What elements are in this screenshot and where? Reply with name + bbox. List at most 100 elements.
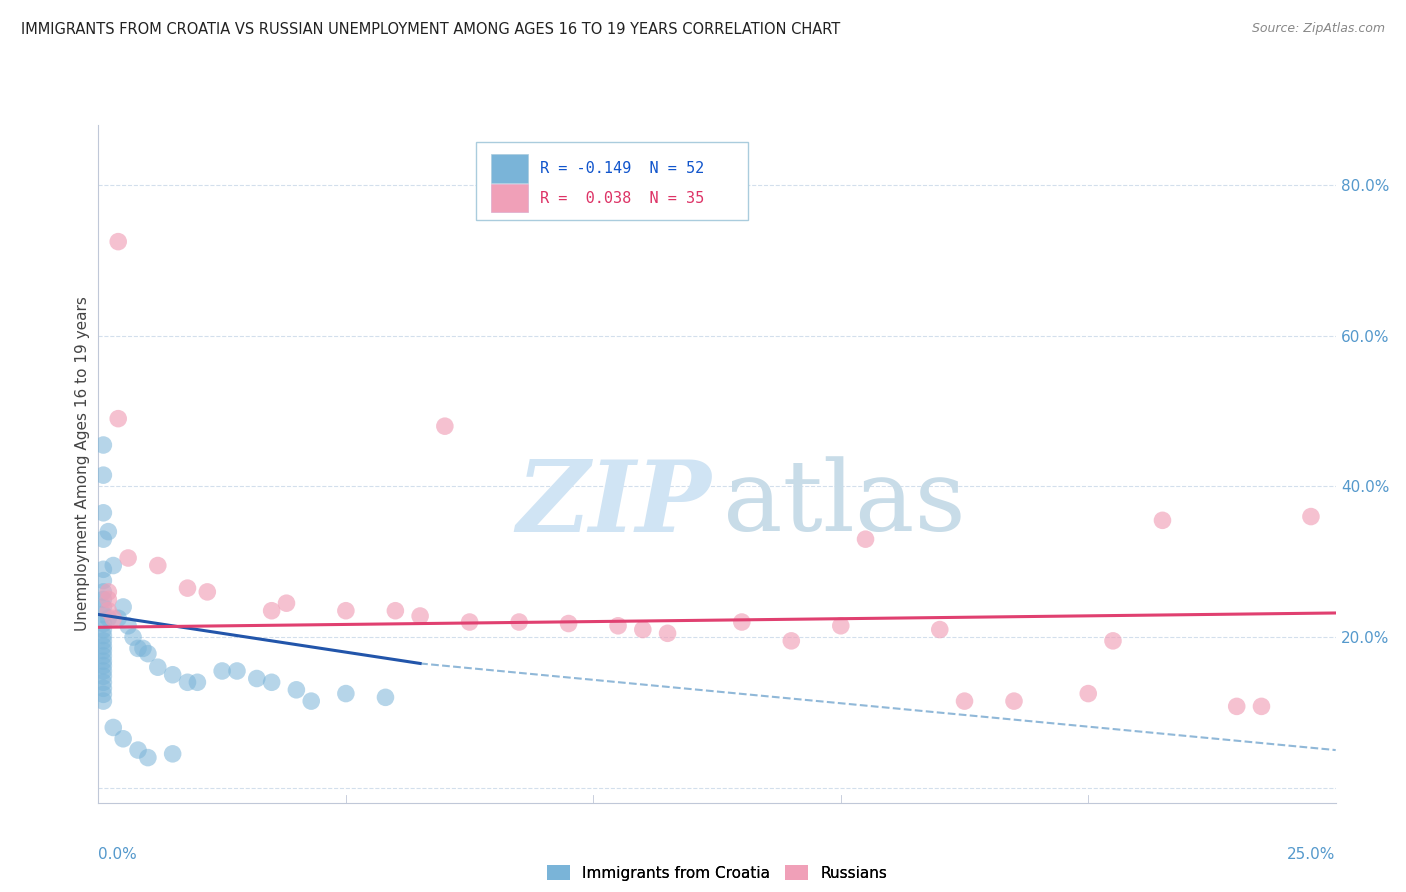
Point — [146, 660, 169, 674]
Point — [93, 669, 115, 683]
Point — [186, 675, 208, 690]
Point — [93, 687, 115, 701]
Point — [107, 235, 129, 249]
Point — [607, 619, 630, 633]
Text: R =  0.038  N = 35: R = 0.038 N = 35 — [540, 191, 704, 206]
Point — [226, 664, 249, 678]
Point — [122, 630, 145, 644]
Point — [97, 604, 120, 618]
Point — [195, 585, 218, 599]
Point — [117, 619, 139, 633]
Point — [557, 616, 579, 631]
Point — [657, 626, 679, 640]
Point — [93, 658, 115, 673]
Point — [93, 616, 115, 631]
Point — [93, 585, 115, 599]
Point — [409, 609, 432, 624]
Point — [97, 585, 120, 599]
Text: R = -0.149  N = 52: R = -0.149 N = 52 — [540, 161, 704, 176]
Point — [93, 629, 115, 643]
Point — [107, 611, 129, 625]
Point — [93, 675, 115, 690]
Point — [374, 690, 396, 705]
Point — [246, 672, 269, 686]
Point — [176, 581, 198, 595]
Text: 0.0%: 0.0% — [98, 847, 138, 862]
Point — [1299, 509, 1322, 524]
Point — [93, 694, 115, 708]
Point — [93, 599, 115, 614]
Text: Source: ZipAtlas.com: Source: ZipAtlas.com — [1251, 22, 1385, 36]
Point — [93, 562, 115, 576]
Point — [93, 639, 115, 653]
Point — [93, 648, 115, 663]
Point — [335, 604, 357, 618]
Point — [136, 750, 159, 764]
Point — [162, 667, 184, 681]
Point — [93, 468, 115, 483]
Point — [136, 647, 159, 661]
Point — [830, 619, 852, 633]
Bar — [491, 154, 527, 183]
Point — [176, 675, 198, 690]
Point — [93, 633, 115, 648]
Point — [1226, 699, 1249, 714]
Point — [93, 438, 115, 452]
Point — [928, 623, 950, 637]
Point — [276, 596, 298, 610]
Y-axis label: Unemployment Among Ages 16 to 19 years: Unemployment Among Ages 16 to 19 years — [75, 296, 90, 632]
Point — [731, 615, 754, 629]
Point — [93, 643, 115, 657]
Point — [97, 611, 120, 625]
Point — [93, 654, 115, 668]
Point — [93, 664, 115, 678]
Point — [93, 592, 115, 607]
Legend: Immigrants from Croatia, Russians: Immigrants from Croatia, Russians — [541, 859, 893, 887]
Point — [132, 641, 155, 656]
Point — [260, 604, 283, 618]
Point — [508, 615, 530, 629]
Point — [103, 558, 125, 573]
Text: IMMIGRANTS FROM CROATIA VS RUSSIAN UNEMPLOYMENT AMONG AGES 16 TO 19 YEARS CORREL: IMMIGRANTS FROM CROATIA VS RUSSIAN UNEMP… — [21, 22, 841, 37]
Point — [433, 419, 456, 434]
Point — [103, 721, 125, 735]
Point — [335, 687, 357, 701]
Point — [97, 592, 120, 607]
Point — [97, 524, 120, 539]
Point — [112, 599, 135, 614]
Text: ZIP: ZIP — [516, 457, 711, 553]
Bar — [491, 184, 527, 212]
Point — [1002, 694, 1025, 708]
Point — [103, 611, 125, 625]
Point — [146, 558, 169, 573]
Point — [93, 681, 115, 696]
Point — [1250, 699, 1272, 714]
Point — [631, 623, 654, 637]
Point — [117, 551, 139, 566]
Point — [127, 743, 149, 757]
Point — [780, 633, 803, 648]
Bar — [475, 142, 748, 219]
Point — [1102, 633, 1125, 648]
Point — [112, 731, 135, 746]
Point — [953, 694, 976, 708]
Point — [299, 694, 322, 708]
Point — [93, 607, 115, 622]
Point — [384, 604, 406, 618]
Point — [127, 641, 149, 656]
Point — [93, 532, 115, 546]
Text: 25.0%: 25.0% — [1288, 847, 1336, 862]
Text: atlas: atlas — [723, 457, 966, 552]
Point — [260, 675, 283, 690]
Point — [93, 506, 115, 520]
Point — [211, 664, 233, 678]
Point — [1152, 513, 1174, 527]
Point — [458, 615, 481, 629]
Point — [162, 747, 184, 761]
Point — [855, 532, 877, 546]
Point — [107, 411, 129, 425]
Point — [93, 574, 115, 588]
Point — [285, 682, 308, 697]
Point — [1077, 687, 1099, 701]
Point — [93, 623, 115, 637]
